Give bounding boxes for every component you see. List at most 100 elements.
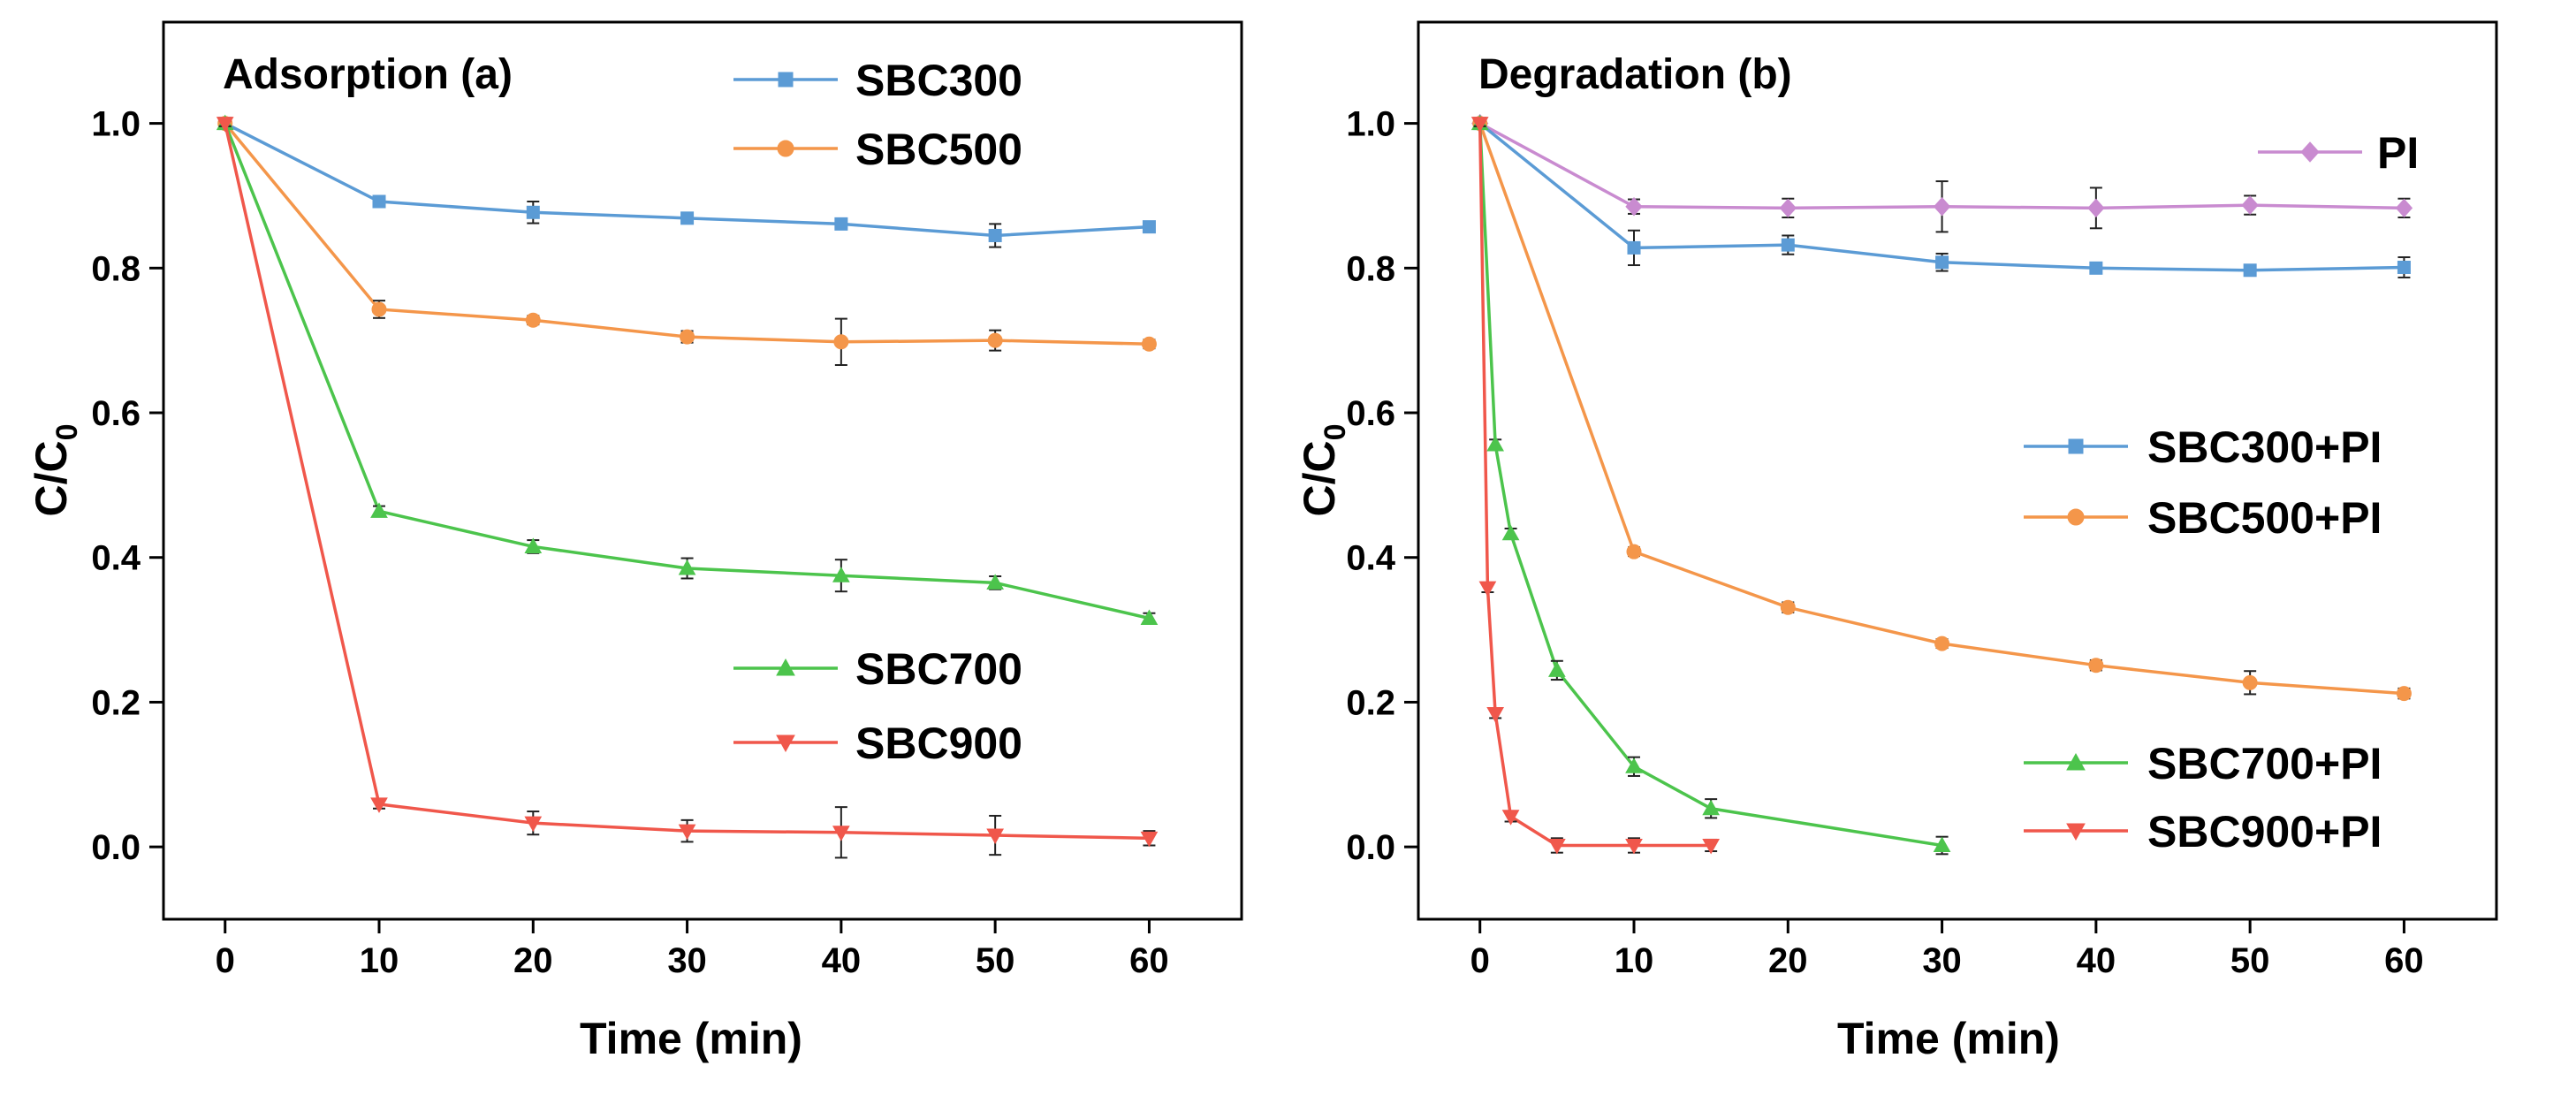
x-tick-label: 50 [2230,941,2270,980]
x-axis-b: 0 10 20 30 40 50 60 [1470,919,2424,980]
data-point [1702,799,1720,816]
y-tick-label: 1.0 [1346,105,1395,144]
y-axis-title-b: C/C0 [1295,423,1352,516]
series-line [1478,123,1712,848]
data-point [1141,336,1157,352]
data-point [2396,686,2412,702]
data-point [678,559,696,575]
data-point [1142,220,1156,234]
data-point [1478,581,1497,597]
y-tick-label: 0.8 [91,249,141,288]
data-point [986,828,1004,845]
data-point [1779,198,1797,218]
x-axis-title-b: Time (min) [1837,1014,2060,1063]
legend-swatch-marker [2300,141,2320,163]
data-point [2087,198,2105,218]
data-point [680,329,695,345]
legend-label-sbc500: SBC500 [855,125,1022,174]
data-point [680,211,695,225]
data-point [1625,196,1643,217]
legend-label-sbc900-pi: SBC900+PI [2147,807,2382,856]
panel-adsorption: Adsorption (a) 0 10 20 30 40 50 60 0.00.20.40.… [27,20,1243,1063]
data-point [2395,198,2413,218]
data-point [987,332,1003,348]
data-point [526,205,540,219]
data-point [1625,757,1643,773]
x-tick-label: 60 [2384,941,2424,980]
panel-title-b: Degradation (b) [1478,51,1792,98]
y-tick-label: 0.4 [1346,539,1395,578]
series-pi-b [1471,113,2413,233]
x-tick-label: 30 [1922,941,1962,980]
legend-swatch-marker [2066,752,2086,771]
data-point [1781,238,1795,252]
data-point [988,228,1002,242]
y-tick-label: 0.6 [91,394,141,433]
data-point [2242,674,2258,690]
data-point [1470,117,1489,133]
series-layer-b [1470,113,2413,856]
legend-entry-sbc900-pi: SBC900+PI [2024,807,2382,856]
y-tick-label: 1.0 [91,105,141,144]
legend-swatch-marker [2068,438,2084,454]
legend-label-pi: PI [2377,128,2419,178]
x-axis-a: 0 10 20 30 40 50 60 [216,919,1169,980]
data-point [832,826,850,841]
legend-label-sbc900: SBC900 [855,719,1022,768]
x-tick-label: 0 [1470,941,1490,980]
legend-label-sbc300: SBC300 [855,56,1022,105]
y-tick-label: 0.0 [1346,828,1395,867]
legend-entry-pi: PI [2258,128,2419,178]
data-point [1501,524,1520,541]
data-point [1625,839,1643,855]
data-point [370,502,388,518]
data-point [832,567,850,582]
y-tick-label: 0.6 [1346,394,1395,433]
data-point [216,117,234,133]
y-axis-a: 0.0 0.2 0.4 0.6 0.8 1.0 [91,105,163,867]
series-sbc900-pi-b [1470,117,1720,855]
series-line [1478,123,1942,848]
x-tick-label: 20 [513,941,553,980]
legend-entry-sbc700-pi: SBC700+PI [2024,739,2382,788]
y-tick-label: 0.4 [91,539,141,578]
legend-swatch-marker [2066,823,2086,841]
data-point [1626,544,1642,559]
x-tick-label: 50 [976,941,1015,980]
series-layer-a [216,114,1159,859]
data-point [1548,661,1566,677]
legend-swatch-marker [776,658,795,676]
legend-entry-sbc500: SBC500 [733,125,1022,174]
y-tick-label: 0.2 [1346,683,1395,722]
legend-entry-sbc900: SBC900 [733,719,1022,768]
x-tick-label: 30 [667,941,707,980]
panel-title-a: Adsorption (a) [223,51,513,98]
plot-frame-b [1417,20,2498,921]
data-point [834,217,848,231]
legend-label-sbc700: SBC700 [855,644,1022,694]
data-point [678,824,696,841]
x-tick-label: 40 [2077,941,2116,980]
x-axis-title-a: Time (min) [580,1014,802,1063]
x-tick-label: 10 [360,941,399,980]
data-point [1140,609,1159,625]
legend-entry-sbc300-pi: SBC300+PI [2024,422,2382,472]
data-point [371,301,387,317]
series-sbc700-pi-b [1470,114,1951,856]
series-sbc900-a [216,117,1159,859]
x-tick-label: 10 [1615,941,1654,980]
data-point [2243,263,2257,278]
data-point [1933,836,1951,853]
data-point [1501,810,1520,826]
data-point [833,334,849,350]
data-point [1933,196,1951,217]
data-point [1627,240,1641,255]
data-point [2088,658,2104,674]
data-point [370,797,388,813]
series-sbc300-pi-b [1473,117,2411,278]
data-point [1935,255,1949,270]
data-point [525,312,541,328]
legend-swatch-marker [2067,508,2085,526]
x-tick-label: 40 [822,941,862,980]
